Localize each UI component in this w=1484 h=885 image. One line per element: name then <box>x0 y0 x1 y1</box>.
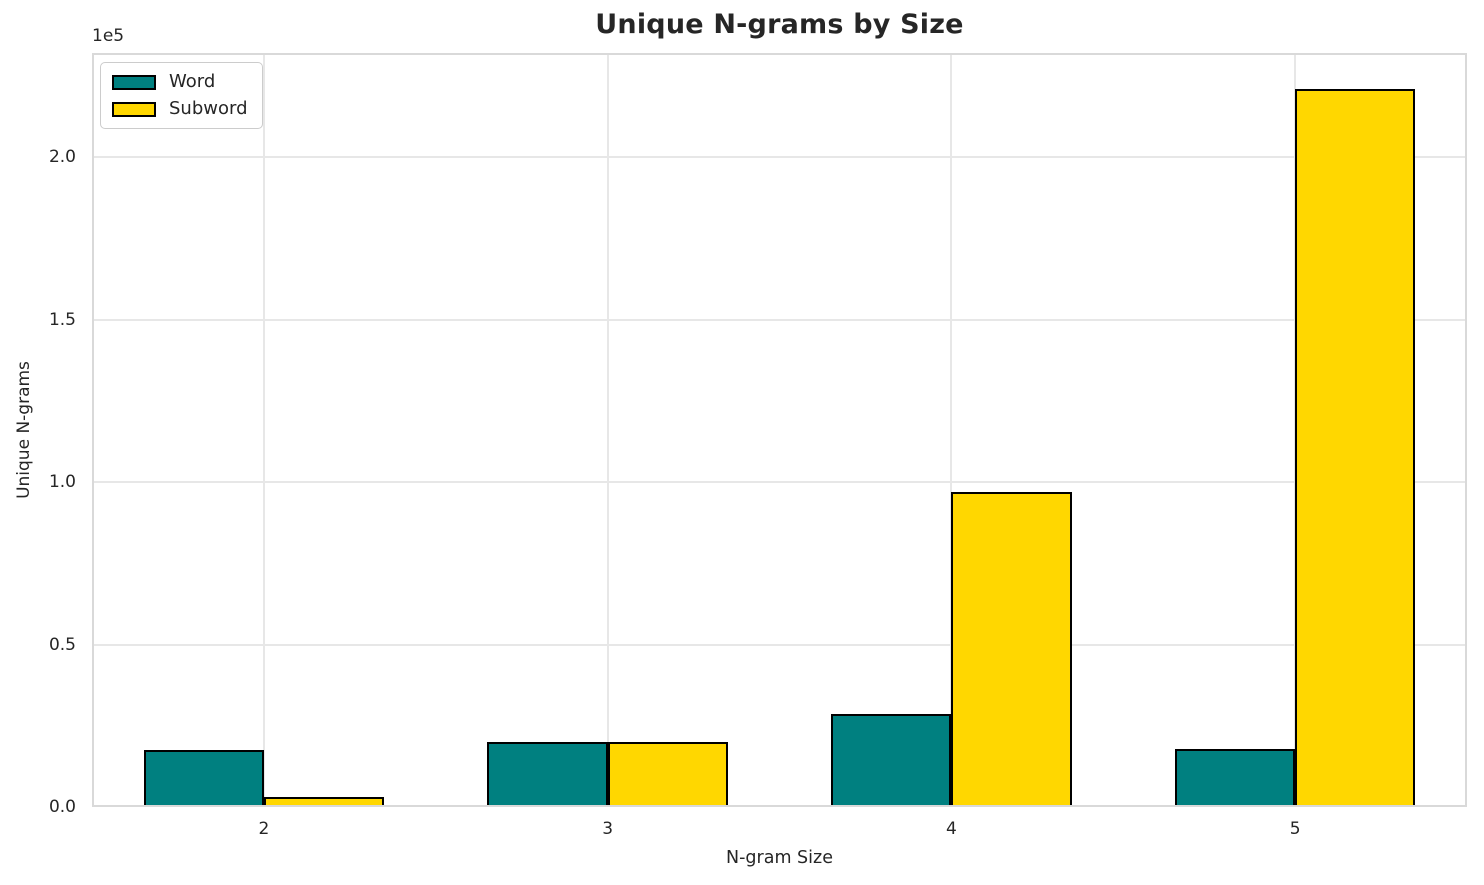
bar-word-4 <box>831 714 952 807</box>
bar-subword-2 <box>263 797 385 807</box>
legend: Word Subword <box>100 62 263 129</box>
bar-word-2 <box>143 750 264 807</box>
bar-subword-4 <box>951 491 1072 807</box>
legend-label-subword: Subword <box>169 98 248 119</box>
x-tick-label-4: 4 <box>945 819 957 839</box>
gridline-horizontal <box>92 643 1467 646</box>
bar-subword-5 <box>1295 88 1416 807</box>
bar-word-3 <box>487 742 608 807</box>
legend-item-word: Word <box>112 72 248 92</box>
x-axis-title: N-gram Size <box>726 848 833 868</box>
chart-title: Unique N-grams by Size <box>595 9 964 40</box>
bar-subword-3 <box>607 742 728 807</box>
gridline-vertical <box>950 53 953 807</box>
legend-swatch-word-icon <box>112 74 156 90</box>
gridline-horizontal <box>92 481 1467 483</box>
plot-area <box>92 53 1467 807</box>
y-tick-label-0.5: 0.5 <box>48 634 76 655</box>
gridline-horizontal <box>92 156 1467 158</box>
gridline-vertical <box>262 53 265 807</box>
gridline-vertical <box>606 53 609 807</box>
legend-item-subword: Subword <box>112 99 248 119</box>
bar-word-5 <box>1174 748 1296 807</box>
legend-swatch-subword-icon <box>112 101 156 117</box>
y-tick-label-1.0: 1.0 <box>48 472 76 492</box>
y-tick-label-0.0: 0.0 <box>48 797 76 817</box>
x-tick-label-2: 2 <box>258 819 270 839</box>
x-tick-label-3: 3 <box>602 819 614 839</box>
x-tick-label-5: 5 <box>1289 819 1301 839</box>
axes-border <box>92 53 1467 807</box>
legend-label-word: Word <box>169 71 216 92</box>
gridline-horizontal <box>92 318 1467 321</box>
y-axis-offset-label: 1e5 <box>92 26 125 46</box>
y-tick-label-1.5: 1.5 <box>48 309 76 330</box>
y-tick-label-2.0: 2.0 <box>48 147 76 167</box>
